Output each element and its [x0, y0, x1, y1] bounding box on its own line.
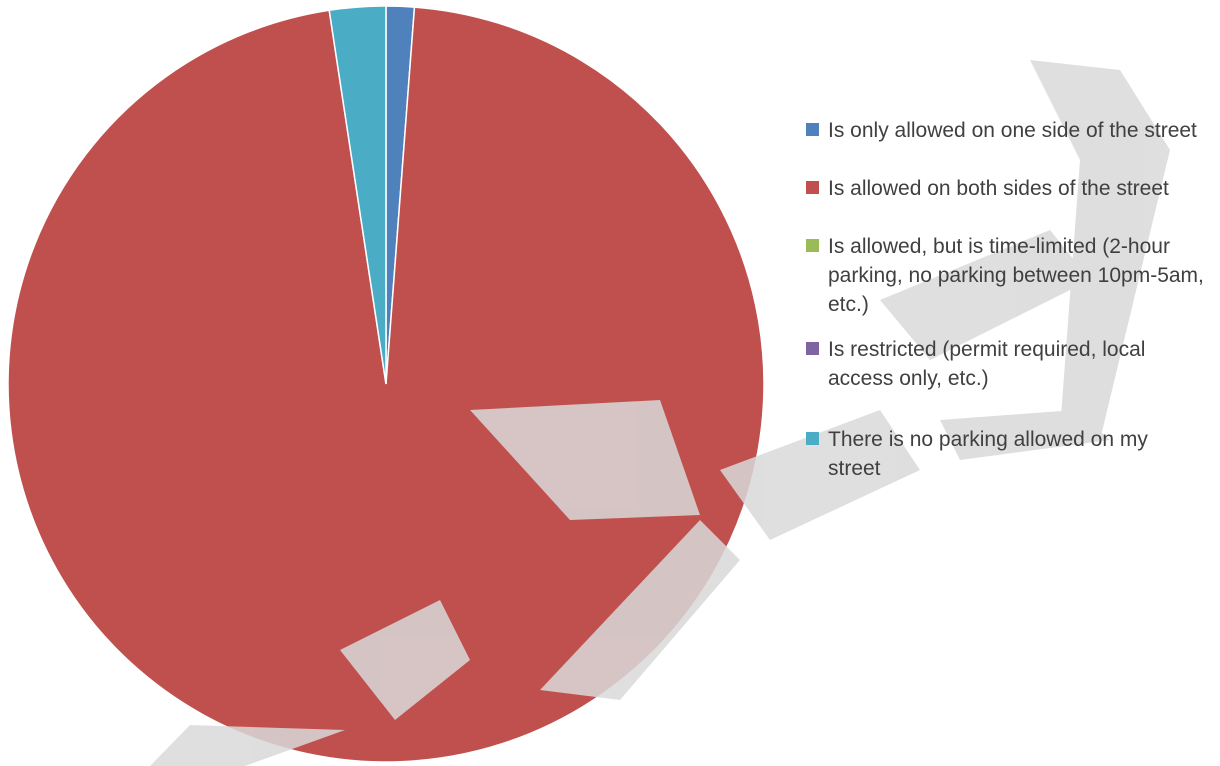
legend-swatch-no-parking [806, 432, 819, 445]
legend-item-time-limited: Is allowed, but is time-limited (2-hour … [806, 232, 1206, 319]
legend-item-restricted: Is restricted (permit required, local ac… [806, 335, 1206, 393]
legend-label-one-side: Is only allowed on one side of the stree… [828, 119, 1197, 142]
legend-swatch-one-side [806, 123, 819, 136]
legend-swatch-restricted [806, 342, 819, 355]
legend-label-restricted: Is restricted (permit required, local ac… [828, 338, 1146, 390]
draft-watermark [150, 60, 1170, 766]
legend-swatch-both-sides [806, 181, 819, 194]
pie-slice-no-parking [328, 5, 387, 385]
legend-label-both-sides: Is allowed on both sides of the street [828, 177, 1169, 200]
legend-item-both-sides: Is allowed on both sides of the street [806, 174, 1206, 203]
legend-swatch-time-limited [806, 239, 819, 252]
legend-label-no-parking: There is no parking allowed on my street [828, 428, 1148, 480]
legend-item-no-parking: There is no parking allowed on my street [806, 425, 1206, 483]
legend-item-one-side: Is only allowed on one side of the stree… [806, 116, 1206, 145]
legend-label-time-limited: Is allowed, but is time-limited (2-hour … [828, 235, 1204, 316]
pie-slices [7, 5, 765, 763]
pie-slice-both-sides [7, 6, 765, 763]
chart-legend: Is only allowed on one side of the stree… [806, 116, 1206, 512]
